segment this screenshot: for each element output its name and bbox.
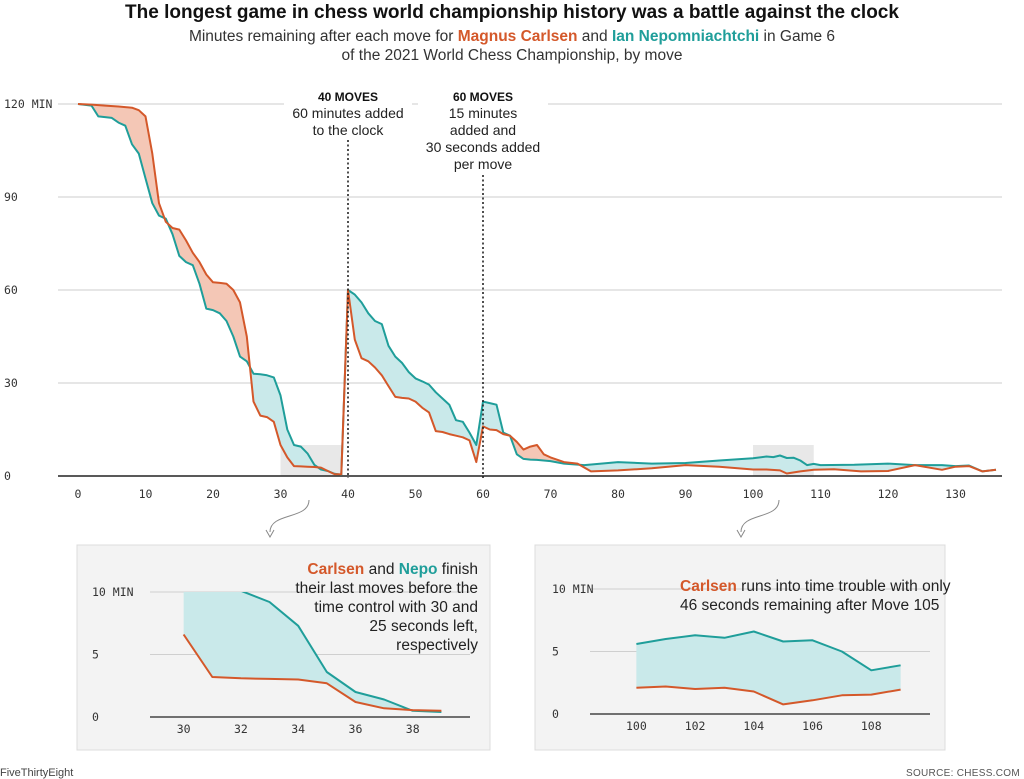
x-tick-label-10: 10 [139,487,153,501]
inset2-y-tick-label-5: 5 [552,645,559,659]
main-gap-fill-2 [168,223,250,368]
inset1-x-tick-label-36: 36 [349,722,363,736]
annotation-40-line2: to the clock [313,122,385,138]
y-tick-label-0: 0 [4,469,11,483]
inset2-x-tick-label-106: 106 [802,719,823,733]
x-tick-label-40: 40 [341,487,355,501]
annotation-60-line3: 30 seconds added [426,139,540,155]
x-tick-label-70: 70 [544,487,558,501]
inset2-label-rest: runs into time trouble with only [737,578,951,595]
inset2-x-tick-label-100: 100 [626,719,647,733]
inset2-plot-area [636,630,901,706]
subtitle-suffix: in Game 6 [759,28,836,45]
inset1-label-and: and [364,561,398,578]
inset2-arrowhead [736,529,746,539]
inset1-label-nepo: Nepo [399,561,438,578]
annotation-60-line1: 15 minutes [449,105,517,121]
subtitle-prefix: Minutes remaining after each move for [188,28,458,45]
inset1-y-tick-label-10: 10 MIN [92,585,134,599]
inset1-connector-arrow [269,499,310,533]
x-tick-label-0: 0 [75,487,82,501]
inset1-label-line4: respectively [396,637,478,654]
inset1-x-tick-label-32: 32 [234,722,248,736]
annotation-60-head: 60 MOVES [453,90,513,104]
inset2-line-carlsen [636,685,901,706]
inset2-line-nepo [636,630,901,672]
inset2-y-tick-label-0: 0 [552,707,559,721]
x-tick-label-30: 30 [274,487,288,501]
inset1-x-tick-label-34: 34 [291,722,305,736]
annotation-60-line4: per move [454,156,513,172]
main-gap-fill-7 [348,290,510,463]
inset2-x-tick-label-104: 104 [743,719,764,733]
inset1-x-tick-label-38: 38 [406,722,420,736]
inset2-y-tick-label-10: 10 MIN [552,582,594,596]
main-line-nepo [77,103,997,476]
inset2-connector-arrow [740,499,780,533]
main-gap-fill-0 [78,104,165,219]
x-tick-label-130: 130 [945,487,966,501]
inset1-y-tick-label-0: 0 [92,710,99,724]
inset1-label-line1: their last moves before the [295,580,478,597]
inset2-x-tick-label-108: 108 [861,719,882,733]
x-tick-label-110: 110 [810,487,831,501]
y-tick-label-30: 30 [4,376,18,390]
main-line-carlsen [77,103,997,476]
inset1-x-tick-label-30: 30 [177,722,191,736]
inset1-arrowhead [265,529,275,539]
annotation-40-head: 40 MOVES [318,90,378,104]
inset2-label-line1: 46 seconds remaining after Move 105 [680,597,939,614]
inset1-gap-fill-0 [183,592,411,710]
inset2-x-tick-label-102: 102 [685,719,706,733]
inset1-y-tick-label-5: 5 [92,648,99,662]
subtitle-line2: of the 2021 World Chess Championship, by… [341,47,683,64]
chart-title: The longest game in chess world champion… [125,2,899,23]
x-tick-label-50: 50 [409,487,423,501]
x-tick-label-100: 100 [743,487,764,501]
y-tick-label-60: 60 [4,283,18,297]
annotation-60-bg [418,88,548,174]
chart-subtitle: Minutes remaining after each move for Ma… [0,27,1024,65]
x-tick-label-80: 80 [611,487,625,501]
annotation-40-bg [284,88,412,138]
inset1-label-line3: 25 seconds left, [369,618,478,635]
x-tick-label-20: 20 [206,487,220,501]
x-tick-label-90: 90 [679,487,693,501]
inset1-plot-area [182,592,442,713]
subtitle-mid: and [577,28,612,45]
x-tick-label-60: 60 [476,487,490,501]
inset2-label-line0: Carlsen runs into time trouble with only [680,578,951,595]
main-gap-fill-8 [510,435,580,465]
annotation-60-line2: added and [450,122,516,138]
subtitle-player-carlsen: Magnus Carlsen [457,28,578,45]
inset2-label-carlsen: Carlsen [680,578,737,595]
footer-brand: FiveThirtyEight [0,767,74,779]
subtitle-player-nepo: Ian Nepomniachtchi [611,28,760,45]
inset1-label-rest1: finish [438,561,479,578]
footer-source: SOURCE: CHESS.COM [905,768,1020,779]
x-tick-label-120: 120 [878,487,899,501]
inset1-label-carlsen: Carlsen [307,561,364,578]
inset1-line-nepo [241,592,442,713]
annotation-40-line1: 60 minutes added [292,105,403,121]
y-tick-label-90: 90 [4,190,18,204]
inset1-line-carlsen [182,633,442,712]
inset1-label-line0: Carlsen and Nepo finish [307,561,478,578]
inset1-label-line2: time control with 30 and [314,599,478,616]
y-tick-label-120: 120 MIN [4,97,53,111]
